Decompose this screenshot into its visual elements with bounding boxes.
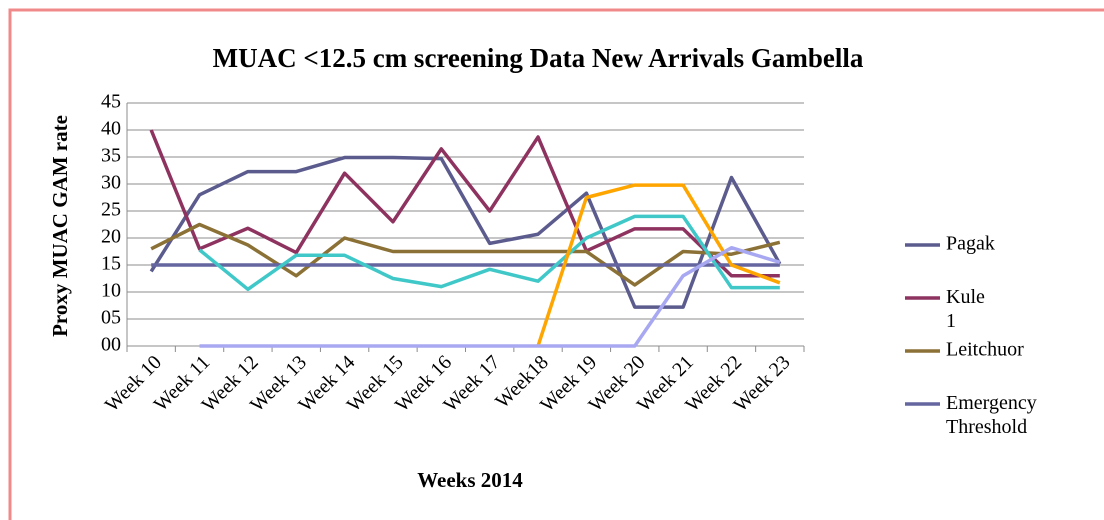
y-tick-label: 15	[101, 253, 121, 275]
y-tick-label: 30	[101, 172, 121, 194]
y-tick-label: 35	[101, 145, 121, 167]
legend-label: Leitchuor	[946, 339, 1024, 361]
series-line	[150, 222, 781, 287]
y-tick-label: 00	[101, 334, 121, 356]
x-axis-label: Weeks 2014	[417, 468, 523, 492]
y-tick-label: 10	[101, 280, 121, 302]
legend-label: Kule 1	[946, 286, 985, 332]
y-axis-label: Proxy MUAC GAM rate	[48, 115, 72, 337]
y-tick-label: 40	[101, 118, 121, 140]
series-line	[198, 214, 780, 292]
y-tick-label: 25	[101, 199, 121, 221]
chart-title: MUAC <12.5 cm screening Data New Arrival…	[213, 43, 864, 73]
series-line	[149, 129, 780, 278]
frame	[8, 8, 1104, 520]
y-tick-label: 20	[101, 226, 121, 248]
series-line	[536, 183, 781, 347]
y-tick-label: 45	[101, 91, 121, 113]
legend-label: Pagak	[946, 233, 995, 255]
series-line	[149, 155, 782, 309]
series-line	[199, 245, 781, 348]
y-tick-label: 05	[101, 307, 121, 329]
legend-label: Emergency Threshold	[946, 392, 1037, 438]
